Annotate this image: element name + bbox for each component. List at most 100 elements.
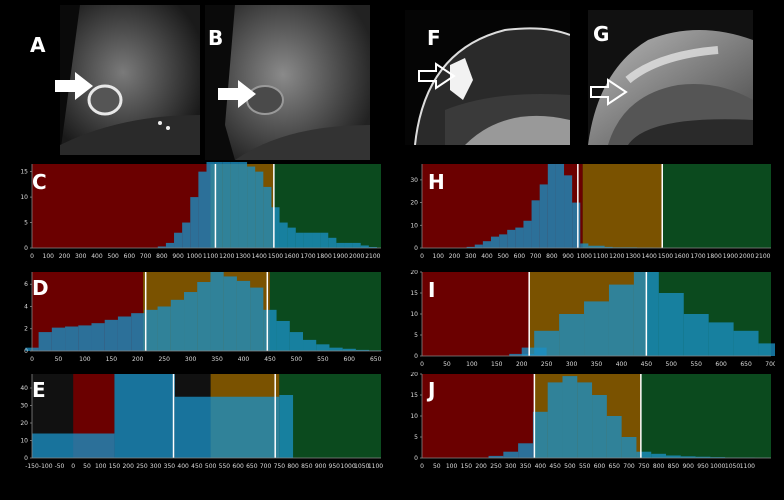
histogram-bar <box>263 186 272 248</box>
x-tick-label: 800 <box>156 253 168 260</box>
x-tick-label: 200 <box>132 356 144 363</box>
y-tick-label: 0 <box>24 455 28 462</box>
x-tick-label: 600 <box>232 463 244 470</box>
histogram-d: 0 50 100 150 200 250 300 350 400 450 500 550 600 650 0… <box>24 272 383 363</box>
histogram-bar <box>65 326 79 351</box>
histogram-bar <box>490 236 500 248</box>
x-tick-label: 900 <box>562 253 574 260</box>
histogram-bar <box>539 184 548 248</box>
x-tick-label: 1300 <box>235 253 250 260</box>
histogram-e: -150 -100 -50 0 50 100 150 200 250 300 350 400 450 50… <box>20 374 383 470</box>
x-tick-label: 0 <box>30 356 34 363</box>
x-tick-label: 100 <box>43 253 55 260</box>
panel-label-f: F <box>427 26 441 50</box>
x-tick-label: 300 <box>465 253 477 260</box>
mri-image-b <box>205 5 370 160</box>
mri-image-a <box>60 5 200 155</box>
histogram-bar <box>608 284 634 356</box>
x-tick-label: 50 <box>443 361 451 368</box>
x-tick-label: 400 <box>535 463 547 470</box>
histogram-bar <box>547 164 556 248</box>
y-tick-label: 6 <box>24 281 28 288</box>
histogram-bar <box>303 232 313 248</box>
panel-label-a: A <box>30 33 46 57</box>
histogram-bar <box>104 319 118 351</box>
x-tick-label: 900 <box>315 463 327 470</box>
histogram-bar <box>144 309 158 351</box>
x-tick-label: 400 <box>91 253 103 260</box>
x-tick-label: 400 <box>481 253 493 260</box>
x-tick-label: -150 <box>25 463 39 470</box>
x-tick-label: 350 <box>211 356 223 363</box>
x-tick-label: 100 <box>95 463 107 470</box>
x-tick-label: 2000 <box>349 253 364 260</box>
histogram-bar <box>584 301 609 356</box>
histogram-bar <box>184 292 198 351</box>
x-tick-label: 2100 <box>755 253 770 260</box>
x-tick-label: 1050 <box>354 463 369 470</box>
panel-label-e: E <box>32 378 46 402</box>
histogram-bar <box>368 246 377 248</box>
histogram-bar <box>564 175 573 248</box>
panel-label-c: C <box>32 170 47 194</box>
x-tick-label: 2000 <box>739 253 754 260</box>
mri-image-a-drawing <box>60 5 200 155</box>
y-tick-label: 20 <box>410 200 418 207</box>
histogram-bar <box>174 396 280 458</box>
histogram-bar <box>329 347 343 351</box>
x-tick-label: 950 <box>697 463 709 470</box>
histogram-bar <box>562 376 578 458</box>
histogram-bar <box>263 309 277 351</box>
histogram-bar <box>758 343 775 356</box>
x-tick-label: -50 <box>55 463 65 470</box>
x-tick-label: 600 <box>715 361 727 368</box>
y-tick-label: 2 <box>24 326 28 333</box>
histogram-bar <box>555 164 565 248</box>
histogram-bar <box>680 456 696 458</box>
region-green <box>279 374 381 458</box>
histogram-bar <box>238 162 248 248</box>
x-tick-label: 900 <box>682 463 694 470</box>
x-tick-label: 150 <box>491 361 503 368</box>
histogram-bar <box>488 455 504 458</box>
arrow-right-icon <box>218 80 256 108</box>
histogram-bar <box>279 222 288 248</box>
mri-image-b-drawing <box>225 5 370 160</box>
x-tick-label: 350 <box>520 463 532 470</box>
histogram-bar <box>197 282 211 351</box>
histogram-bar <box>182 222 191 248</box>
x-tick-label: 550 <box>219 463 231 470</box>
mri-image-g <box>588 10 753 145</box>
histogram-bar <box>518 443 533 458</box>
x-tick-label: 700 <box>530 253 542 260</box>
x-tick-label: 1600 <box>674 253 689 260</box>
histogram-bar <box>295 232 304 248</box>
histogram-bar <box>174 232 183 248</box>
histogram-bar <box>255 171 264 248</box>
region-red <box>422 272 530 356</box>
histogram-bar <box>666 455 681 458</box>
x-tick-label: 2100 <box>365 253 380 260</box>
x-tick-label: 750 <box>638 463 650 470</box>
histogram-bar <box>651 453 667 458</box>
histogram-bar <box>312 232 321 248</box>
histogram-bar <box>606 416 622 458</box>
histogram-bar <box>303 339 317 351</box>
histogram-bar <box>250 287 264 351</box>
x-tick-label: 1900 <box>333 253 348 260</box>
x-tick-label: 600 <box>124 253 136 260</box>
x-tick-label: 0 <box>420 463 424 470</box>
x-tick-label: 0 <box>420 361 424 368</box>
histogram-bar <box>170 299 185 351</box>
x-tick-label: 250 <box>490 463 502 470</box>
x-tick-label: 100 <box>466 361 478 368</box>
y-tick-label: 0 <box>414 245 418 252</box>
histogram-bar <box>710 457 726 458</box>
histogram-bar <box>588 245 597 248</box>
x-tick-label: 1200 <box>609 253 624 260</box>
y-tick-label: 0 <box>24 348 28 355</box>
x-tick-label: 650 <box>246 463 258 470</box>
x-tick-label: 1500 <box>268 253 283 260</box>
x-tick-label: 200 <box>449 253 461 260</box>
x-tick-label: 500 <box>291 356 303 363</box>
